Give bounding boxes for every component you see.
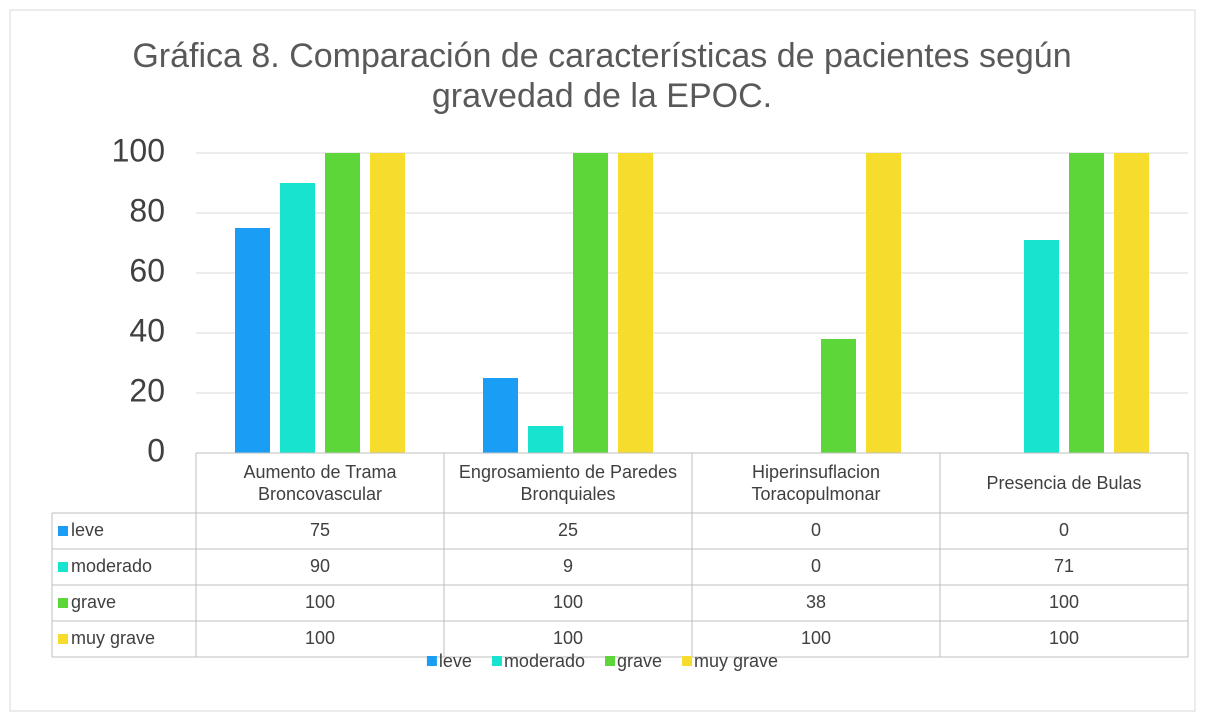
data-label: 100 — [801, 628, 831, 648]
data-label: 0 — [811, 520, 821, 540]
bar — [483, 378, 518, 453]
legend-swatch — [58, 526, 68, 536]
table-row-label: grave — [71, 592, 116, 612]
bar — [573, 153, 608, 453]
legend-label: grave — [617, 651, 662, 671]
y-tick-label: 100 — [112, 132, 165, 168]
bar — [370, 153, 405, 453]
bar — [821, 339, 856, 453]
legend-swatch — [605, 656, 616, 666]
x-tick-label: Presencia de Bulas — [986, 473, 1142, 493]
y-tick-label: 0 — [147, 432, 165, 468]
table-row-label: leve — [71, 520, 104, 540]
data-label: 100 — [305, 592, 335, 612]
y-tick-label: 40 — [129, 312, 165, 348]
data-label: 38 — [806, 592, 826, 612]
legend-label: muy grave — [694, 651, 778, 671]
bar — [280, 183, 315, 453]
legend-label: moderado — [504, 651, 585, 671]
legend-swatch — [491, 656, 502, 666]
y-tick-label: 20 — [129, 372, 165, 408]
x-tick-label: Hiperinsuflacion Toracopulmonar — [751, 462, 881, 504]
bar — [1069, 153, 1104, 453]
bar — [1114, 153, 1149, 453]
legend-label: leve — [439, 651, 472, 671]
bar — [618, 153, 653, 453]
bar — [235, 228, 270, 453]
legend-swatch — [58, 634, 68, 644]
table-row-label: muy grave — [71, 628, 155, 648]
data-label: 75 — [310, 520, 330, 540]
y-tick-label: 80 — [129, 192, 165, 228]
bar — [528, 426, 563, 453]
y-tick-label: 60 — [129, 252, 165, 288]
legend-swatch — [58, 598, 68, 608]
x-tick-label: Aumento de Trama Broncovascular — [243, 462, 397, 504]
data-label: 100 — [1049, 628, 1079, 648]
legend-swatch — [58, 562, 68, 572]
x-tick-label: Engrosamiento de Paredes Bronquiales — [458, 462, 678, 504]
bar — [325, 153, 360, 453]
data-label: 90 — [310, 556, 330, 576]
bar — [1024, 240, 1059, 453]
data-label: 0 — [811, 556, 821, 576]
table-row-label: moderado — [71, 556, 152, 576]
data-label: 0 — [1059, 520, 1069, 540]
data-label: 100 — [1049, 592, 1079, 612]
data-label: 100 — [553, 628, 583, 648]
data-label: 100 — [553, 592, 583, 612]
chart-title: Gráfica 8. Comparación de característica… — [132, 37, 1072, 115]
legend-swatch — [682, 656, 693, 666]
legend-swatch — [426, 656, 437, 666]
bar — [866, 153, 901, 453]
data-label: 9 — [563, 556, 573, 576]
data-label: 100 — [305, 628, 335, 648]
data-label: 25 — [558, 520, 578, 540]
data-label: 71 — [1054, 556, 1074, 576]
